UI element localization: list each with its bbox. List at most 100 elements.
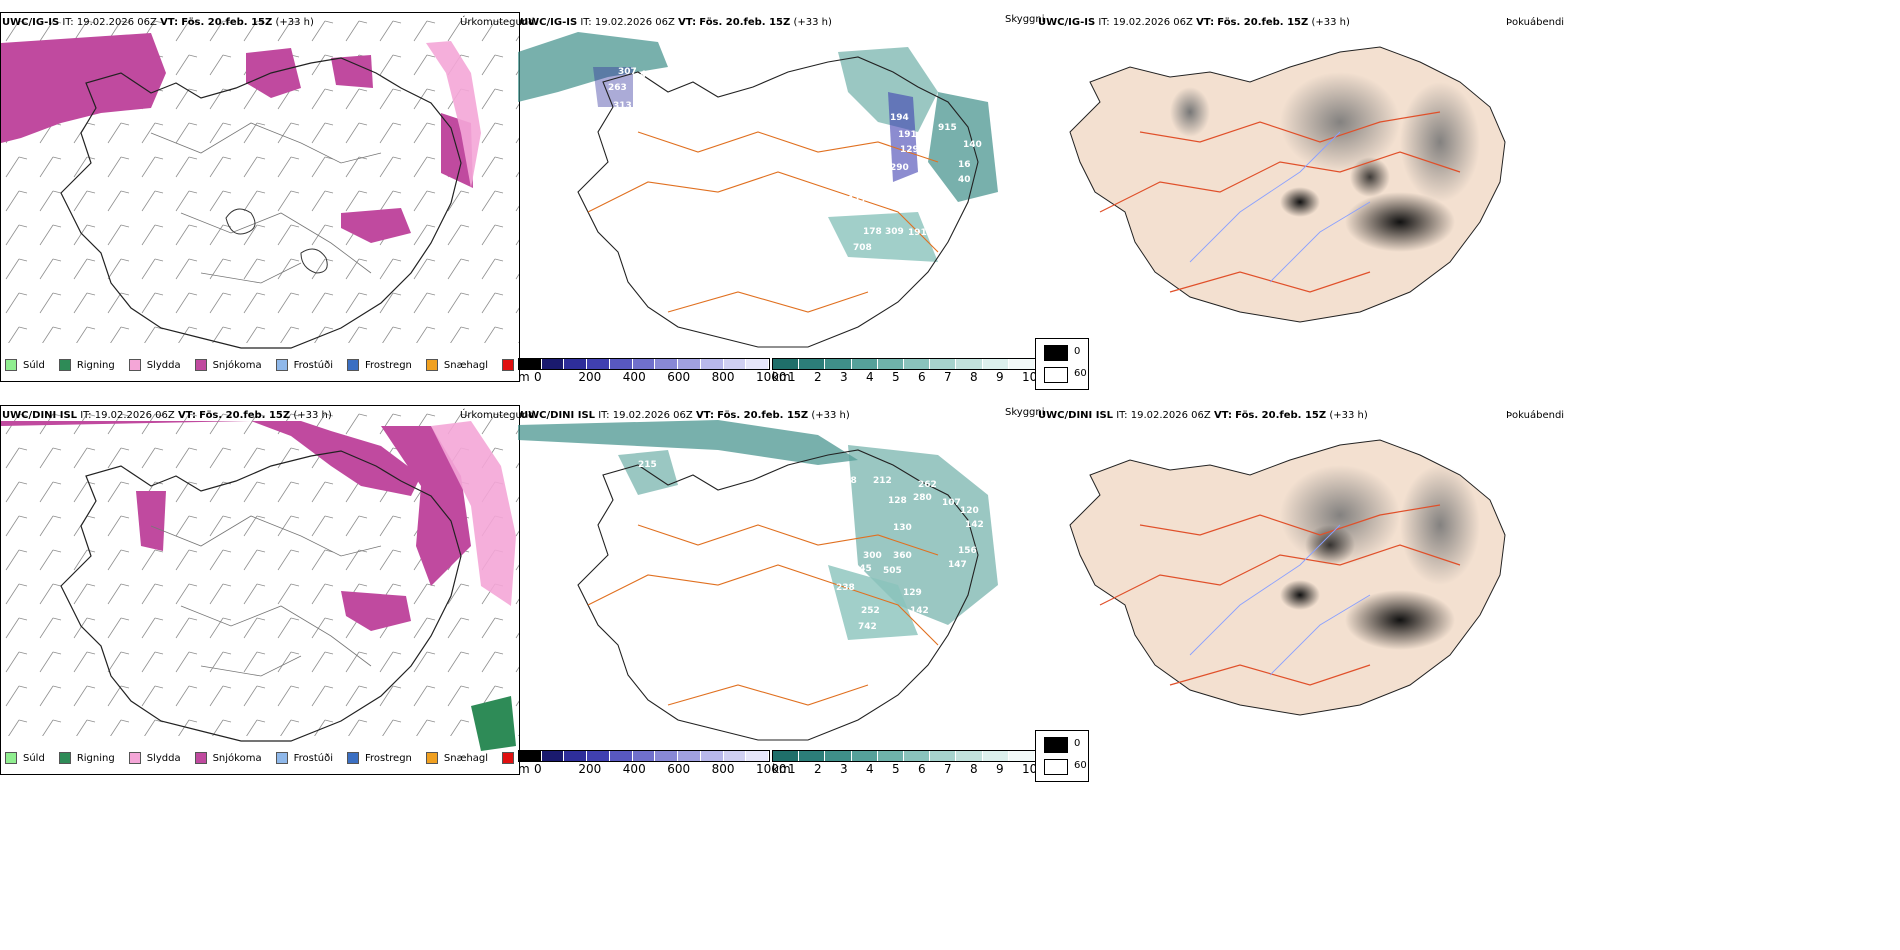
cloud-label: 129 (903, 588, 922, 598)
cloudbase-colorbar-bottom (518, 750, 770, 762)
cloud-label: 130 (893, 523, 912, 533)
legend-item: Súld (5, 359, 45, 371)
cloud-label: 915 (938, 123, 957, 133)
colorbar-cell (700, 359, 724, 369)
colorbar-tick: 7 (944, 370, 952, 384)
snow-area-nw (1, 33, 166, 143)
legend-item: Frostúði (275, 359, 333, 371)
colorbar-cell (609, 751, 633, 761)
cloud-label: 40 (958, 175, 971, 185)
visibility-ticks-top: km 1 2 3 4 5 6 7 8 9 10 (772, 370, 1042, 386)
colorbar-unit: km (772, 762, 791, 776)
colorbar-tick: 1000 (756, 370, 787, 384)
legend-label: Snæhagl (443, 359, 489, 371)
colorbar-tick: 400 (622, 370, 646, 384)
cloud-title-bottom: Skyggni (1005, 407, 1045, 418)
cloud-label: 505 (883, 566, 902, 576)
cloud-label: 16 (958, 160, 971, 170)
colorbar-cell (587, 359, 610, 369)
legend-label: Slydda (146, 359, 181, 371)
legend-swatch (425, 359, 438, 371)
fog-title-top: Þokuábendi (1506, 17, 1565, 28)
precip-legend-top: Súld Rigning Slydda Snjókoma Frostúði Frostre… (5, 359, 519, 371)
legend-swatch (502, 359, 515, 371)
colorbar-tick: 6 (918, 370, 926, 384)
legend-swatch (128, 359, 141, 371)
legend-label: Snjókoma (212, 752, 262, 764)
cloud-label: 448 (640, 70, 659, 80)
cloudbase-ticks-bottom: m 0 200 400 600 800 1000 (518, 762, 787, 778)
colorbar-tick: 4 (866, 370, 874, 384)
legend-label: Súld (23, 752, 45, 764)
legend-item: Slydda (128, 359, 181, 371)
legend-item: Snæhagl (425, 359, 489, 371)
cloudbase-ticks-top: m 0 200 400 600 800 1000 (518, 370, 787, 386)
cloud-label: 147 (948, 560, 967, 570)
header-cloud-bottom: UWC/DINI ISL IT: 19.02.2026 06Z VT: Fös.… (520, 410, 850, 421)
colorbar-tick: 3 (840, 370, 848, 384)
precip-title-bottom: Úrkomutegund (460, 410, 535, 421)
cloud-label: 307 (618, 67, 637, 77)
cloud-label: 156 (958, 546, 977, 556)
colorbar-tick: 9 (996, 370, 1004, 384)
colorbar-cell (746, 751, 770, 761)
cloudbase-panel-top: 307 448 263 313 511 194 191 129 290 915 … (518, 12, 1038, 362)
colorbar-cell (723, 751, 747, 761)
colorbar-tick: 4 (866, 762, 874, 776)
cloud-label: 290 (890, 163, 909, 173)
colorbar-cell (982, 359, 1009, 369)
colorbar-cell (723, 359, 747, 369)
cloud-label: 15 (896, 180, 909, 190)
colorbar-cell (1008, 751, 1036, 761)
colorbar-tick: 0 (534, 370, 542, 384)
precip-map-bottom (1, 406, 519, 751)
legend-item: Haglél (502, 359, 519, 371)
colorbar-cell (904, 359, 931, 369)
visibility-colorbar-bottom (772, 750, 1036, 762)
fog-panel-bottom (1040, 405, 1560, 735)
cloud-label: 280 (913, 493, 932, 503)
colorbar-cell (746, 359, 770, 369)
legend-label: Rigning (76, 359, 115, 371)
colorbar-cell (564, 751, 588, 761)
legend-item: Haglél (502, 752, 519, 764)
fog-map-bottom (1069, 439, 1506, 716)
colorbar-cell (825, 751, 852, 761)
colorbar-cell (773, 751, 800, 761)
cloud-title-top: Skyggni (1005, 14, 1045, 25)
colorbar-tick: 8 (970, 370, 978, 384)
cloud-label: 238 (836, 583, 855, 593)
cloud-label: 142 (965, 520, 984, 530)
colorbar-cell (982, 751, 1009, 761)
colorbar-cell (851, 359, 878, 369)
legend-label: Súld (23, 359, 45, 371)
legend-swatch (347, 359, 359, 371)
precip-map-top (1, 13, 519, 349)
legend-label: Snjókoma (212, 359, 262, 371)
fog-legend-bottom: 0 60 (1035, 730, 1089, 782)
colorbar-tick: 2 (814, 762, 822, 776)
cloud-label: 120 (960, 506, 979, 516)
colorbar-unit: km (772, 370, 791, 384)
colorbar-cell (632, 751, 656, 761)
colorbar-tick: 600 (667, 762, 691, 776)
cloud-label: 742 (858, 622, 877, 632)
precip-type-panel-top: Súld Rigning Slydda Snjókoma Frostúði Frostre… (0, 12, 520, 382)
colorbar-cell (541, 359, 565, 369)
cloud-label: 313 (613, 101, 632, 111)
colorbar-cell (519, 359, 542, 369)
colorbar-tick: 800 (711, 370, 735, 384)
colorbar-tick: 400 (622, 762, 646, 776)
colorbar-cell (851, 751, 878, 761)
colorbar-cell (700, 751, 724, 761)
colorbar-tick: 2 (814, 370, 822, 384)
legend-swatch (194, 752, 207, 764)
colorbar-cell (904, 751, 931, 761)
header-cloud-top: UWC/IG-IS IT: 19.02.2026 06Z VT: Fös. 20… (520, 17, 832, 28)
legend-item: Rigning (58, 752, 115, 764)
iceland-outline-cloud (577, 56, 979, 348)
header-fog-top: UWC/IG-IS IT: 19.02.2026 06Z VT: Fös. 20… (1038, 17, 1350, 28)
colorbar-tick: 600 (667, 370, 691, 384)
cloud-label: 511 (648, 107, 667, 117)
colorbar-tick: 200 (578, 370, 602, 384)
